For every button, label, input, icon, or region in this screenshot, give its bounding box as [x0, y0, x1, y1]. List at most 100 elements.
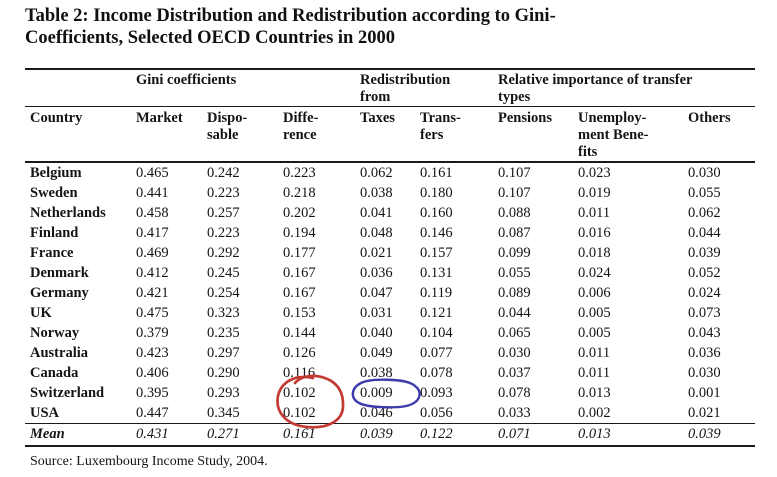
country-cell: Switzerland — [30, 385, 105, 401]
value-cell: 0.013 — [578, 385, 611, 401]
value-cell: 0.126 — [283, 345, 316, 361]
value-cell: 0.202 — [283, 205, 316, 221]
value-cell: 0.005 — [578, 325, 611, 341]
value-cell: 0.223 — [283, 165, 316, 181]
value-cell: 0.041 — [360, 205, 393, 221]
value-cell: 0.245 — [207, 265, 240, 281]
country-cell: Finland — [30, 225, 79, 241]
mean-value-cell: 0.161 — [278, 423, 355, 447]
value-cell: 0.406 — [136, 365, 169, 381]
value-cell: 0.290 — [207, 365, 240, 381]
value-cell: 0.379 — [136, 325, 169, 341]
value-cell: 0.019 — [578, 185, 611, 201]
value-cell: 0.077 — [420, 345, 453, 361]
value-cell: 0.056 — [420, 405, 453, 421]
column-header-pensions: Pensions — [493, 106, 573, 163]
value-cell: 0.146 — [420, 225, 453, 241]
mean-row: Mean 0.431 0.271 0.161 0.039 0.122 0.071 0.013 0… — [25, 423, 756, 447]
value-cell: 0.131 — [420, 265, 453, 281]
value-cell: 0.078 — [498, 385, 531, 401]
table-row: Denmark 0.412 0.245 0.167 0.036 0.131 0.055 0.0… — [25, 263, 755, 283]
value-cell: 0.116 — [283, 365, 316, 381]
country-cell: Germany — [30, 285, 89, 301]
country-cell: France — [30, 245, 74, 261]
country-cell: Australia — [30, 345, 88, 361]
country-cell: Norway — [30, 325, 80, 341]
value-cell: 0.107 — [498, 165, 531, 181]
value-cell: 0.121 — [420, 305, 453, 321]
column-header-disposable: Dispo- sable — [202, 106, 278, 163]
value-cell: 0.038 — [360, 185, 393, 201]
table-row: Canada 0.406 0.290 0.116 0.038 0.078 0.037 0.01… — [25, 363, 755, 383]
value-cell: 0.423 — [136, 345, 169, 361]
column-header-others: Others — [683, 106, 756, 163]
value-cell: 0.093 — [420, 385, 453, 401]
value-cell: 0.047 — [360, 285, 393, 301]
country-cell: Canada — [30, 365, 79, 381]
value-cell: 0.055 — [688, 185, 721, 201]
table-title: Table 2: Income Distribution and Redistr… — [25, 5, 765, 49]
value-cell: 0.002 — [578, 405, 611, 421]
value-cell: 0.107 — [498, 185, 531, 201]
value-cell: 0.458 — [136, 205, 169, 221]
country-cell: UK — [30, 305, 52, 321]
mean-value-cell: 0.013 — [573, 423, 683, 447]
value-cell: 0.016 — [578, 225, 611, 241]
country-cell: Netherlands — [30, 205, 106, 221]
value-cell: 0.033 — [498, 405, 531, 421]
group-header-spacer — [25, 69, 131, 107]
value-cell: 0.052 — [688, 265, 721, 281]
value-cell: 0.087 — [498, 225, 531, 241]
value-cell: 0.021 — [360, 245, 393, 261]
value-cell: 0.078 — [420, 365, 453, 381]
value-cell: 0.030 — [688, 365, 721, 381]
value-cell: 0.447 — [136, 405, 169, 421]
value-cell: 0.421 — [136, 285, 169, 301]
table-row: Germany 0.421 0.254 0.167 0.047 0.119 0.089 0.0… — [25, 283, 755, 303]
table-row: USA 0.447 0.345 0.102 0.046 0.056 0.033 0.002 0.… — [25, 403, 755, 424]
value-cell: 0.043 — [688, 325, 721, 341]
group-header-gini-coefficients: Gini coefficients — [131, 69, 355, 107]
value-cell: 0.030 — [688, 165, 721, 181]
mean-value-cell: 0.071 — [493, 423, 573, 447]
value-cell: 0.167 — [283, 285, 316, 301]
column-header-country: Country — [25, 106, 131, 163]
value-cell: 0.469 — [136, 245, 169, 261]
country-cell: USA — [30, 405, 60, 421]
value-cell: 0.395 — [136, 385, 169, 401]
table-row: Norway 0.379 0.235 0.144 0.040 0.104 0.065 0.00… — [25, 323, 755, 343]
value-cell: 0.167 — [283, 265, 316, 281]
column-header-market: Market — [131, 106, 202, 163]
value-cell: 0.011 — [578, 205, 611, 221]
country-cell: Belgium — [30, 165, 82, 181]
value-cell: 0.297 — [207, 345, 240, 361]
value-cell: 0.153 — [283, 305, 316, 321]
value-cell: 0.257 — [207, 205, 240, 221]
value-cell: 0.073 — [688, 305, 721, 321]
value-cell: 0.055 — [498, 265, 531, 281]
mean-value-cell: 0.122 — [415, 423, 493, 447]
value-cell: 0.242 — [207, 165, 240, 181]
value-cell: 0.119 — [420, 285, 453, 301]
value-cell: 0.006 — [578, 285, 611, 301]
value-cell: 0.031 — [360, 305, 393, 321]
value-cell: 0.293 — [207, 385, 240, 401]
value-cell: 0.036 — [360, 265, 393, 281]
value-cell: 0.023 — [578, 165, 611, 181]
value-cell: 0.046 — [360, 405, 393, 421]
value-cell: 0.049 — [360, 345, 393, 361]
group-header-row: Gini coefficients Redistribution from Re… — [25, 69, 756, 107]
value-cell: 0.160 — [420, 205, 453, 221]
value-cell: 0.194 — [283, 225, 316, 241]
column-header-unemployment-benefits: Unemploy- ment Bene- fits — [573, 106, 683, 163]
value-cell: 0.475 — [136, 305, 169, 321]
column-header-transfers: Trans- fers — [415, 106, 493, 163]
table-row: Netherlands 0.458 0.257 0.202 0.041 0.160 0.08… — [25, 203, 755, 223]
table-row: Australia 0.423 0.297 0.126 0.049 0.077 0.030 0… — [25, 343, 755, 363]
mean-value-cell: 0.271 — [202, 423, 278, 447]
value-cell: 0.024 — [578, 265, 611, 281]
value-cell: 0.254 — [207, 285, 240, 301]
group-header-redistribution-from: Redistribution from — [355, 69, 493, 107]
value-cell: 0.011 — [578, 365, 611, 381]
